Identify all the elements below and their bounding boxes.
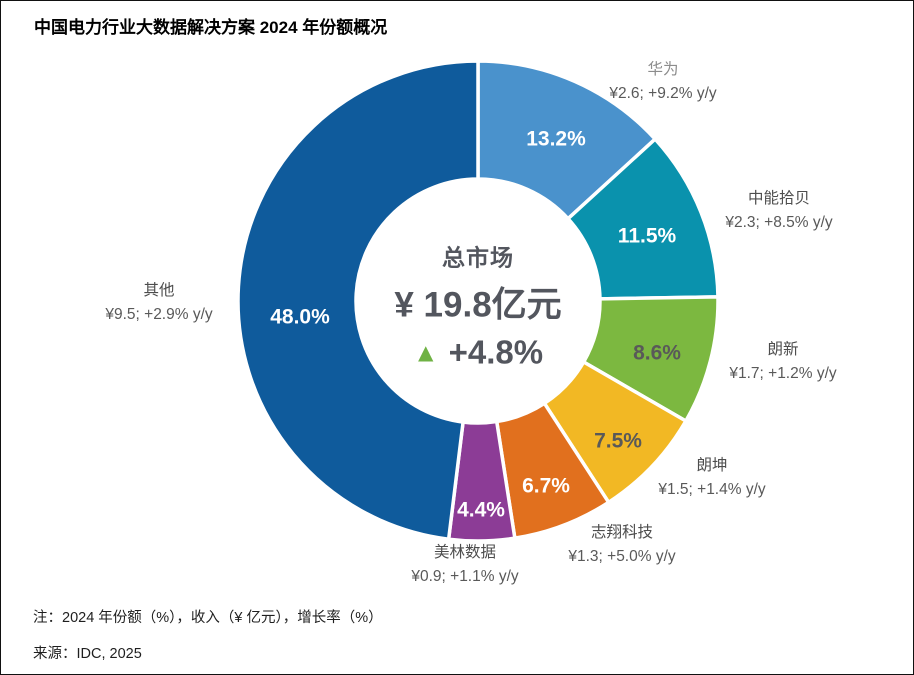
donut-chart: 13.2% 11.5% 8.6% 7.5% 6.7% 4.4% 48.0% bbox=[236, 59, 720, 543]
donut-slice-others bbox=[236, 59, 480, 541]
slice-percent-langxin: 8.6% bbox=[633, 342, 681, 365]
slice-label-others: 其他 ¥9.5; +2.9% y/y bbox=[105, 279, 212, 327]
company-detail: ¥1.3; +5.0% y/y bbox=[568, 548, 676, 565]
slice-percent-meilinshuju: 4.4% bbox=[457, 499, 505, 522]
slice-label-langkun: 朗坤 ¥1.5; +1.4% y/y bbox=[658, 454, 765, 502]
company-detail: ¥1.5; +1.4% y/y bbox=[658, 481, 766, 498]
slice-percent-huawei: 13.2% bbox=[526, 128, 586, 151]
slice-label-zhongnengshibei: 中能拾贝 ¥2.3; +8.5% y/y bbox=[725, 187, 832, 235]
company-name: 华为 bbox=[647, 61, 679, 78]
company-name: 志翔科技 bbox=[590, 524, 653, 541]
company-name: 朗新 bbox=[767, 341, 799, 358]
total-market-value: ¥ 19.8亿元 bbox=[394, 285, 562, 325]
slice-label-langxin: 朗新 ¥1.7; +1.2% y/y bbox=[729, 338, 836, 386]
donut-center-summary: 总市场 ¥ 19.8亿元 ▲ +4.8% bbox=[394, 239, 561, 372]
company-name: 朗坤 bbox=[696, 457, 728, 474]
company-name: 中能拾贝 bbox=[747, 190, 810, 207]
company-detail: ¥2.6; +9.2% y/y bbox=[609, 85, 717, 102]
slice-percent-zhixiangkeji: 6.7% bbox=[522, 475, 570, 498]
growth-value: +4.8% bbox=[448, 333, 544, 371]
slice-label-meilinshuju: 美林数据 ¥0.9; +1.1% y/y bbox=[411, 541, 518, 589]
slice-percent-zhongnengshibei: 11.5% bbox=[618, 225, 677, 248]
growth-indicator: ▲ +4.8% bbox=[394, 334, 561, 372]
slice-labels-layer: 华为 ¥2.6; +9.2% y/y 中能拾贝 ¥2.3; +8.5% y/y 朗新 ¥1… bbox=[1, 1, 913, 616]
slice-label-huawei: 华为 ¥2.6; +9.2% y/y bbox=[609, 58, 716, 106]
company-detail: ¥2.3; +8.5% y/y bbox=[725, 214, 833, 231]
company-detail: ¥1.7; +1.2% y/y bbox=[729, 365, 837, 382]
company-name: 美林数据 bbox=[433, 544, 496, 561]
slice-percent-langkun: 7.5% bbox=[594, 430, 642, 453]
company-name: 其他 bbox=[143, 282, 175, 299]
company-detail: ¥9.5; +2.9% y/y bbox=[105, 306, 213, 323]
company-detail: ¥0.9; +1.1% y/y bbox=[411, 568, 519, 585]
chart-title: 中国电力行业大数据解决方案 2024 年份额概况 bbox=[34, 18, 388, 37]
source-note: 来源：IDC, 2025 bbox=[33, 646, 142, 662]
total-market-label: 总市场 bbox=[442, 244, 514, 271]
footnote: 注：2024 年份额（%），收入（¥ 亿元），增长率（%） bbox=[33, 610, 383, 626]
slice-percent-others: 48.0% bbox=[270, 306, 330, 329]
up-triangle-icon: ▲ bbox=[412, 337, 439, 368]
slice-label-zhixiangkeji: 志翔科技 ¥1.3; +5.0% y/y bbox=[568, 521, 675, 569]
